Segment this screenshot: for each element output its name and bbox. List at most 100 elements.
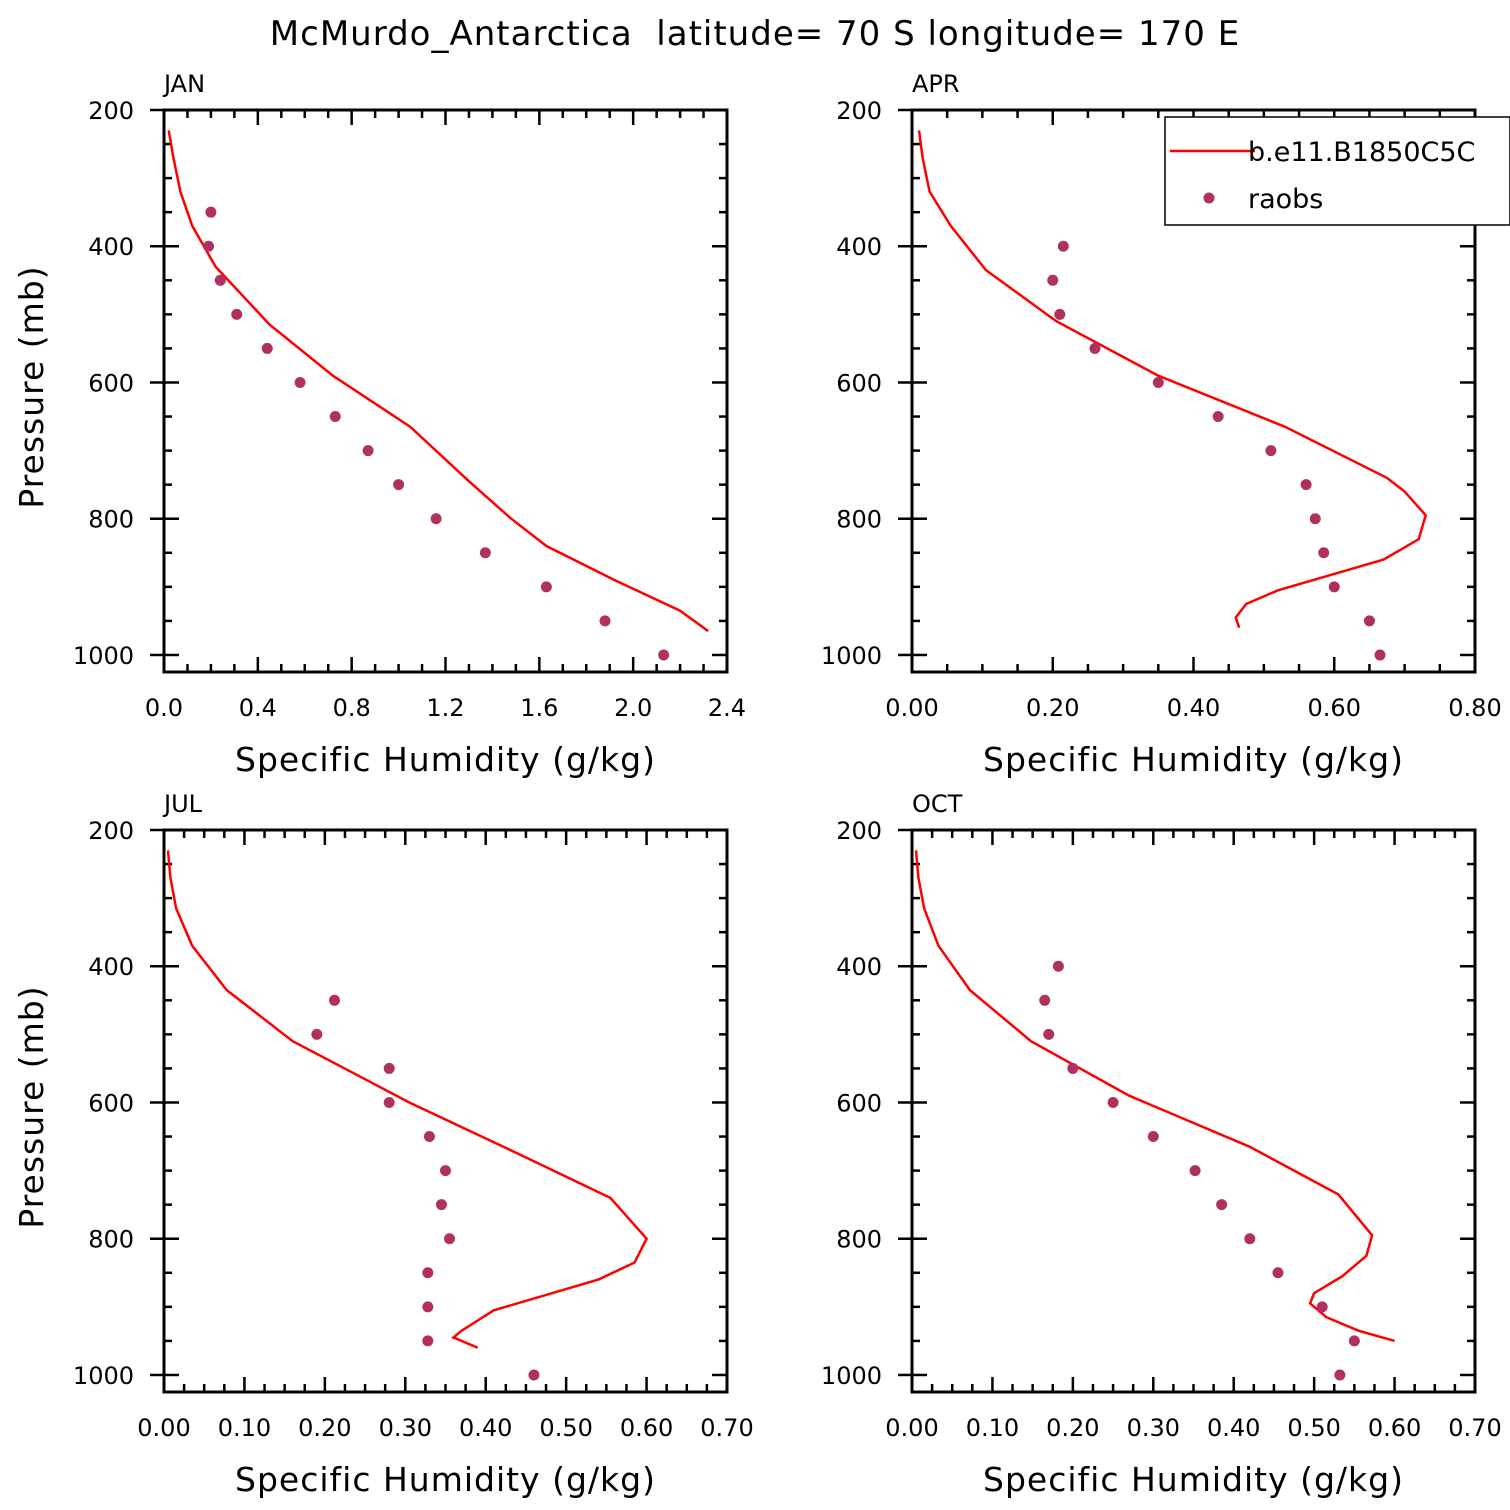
panel-jul: JUL 0.00 0.10 0.20 0.30 0.40 0.50 0.60 0.70 200 40…: [12, 790, 754, 1499]
raobs-point: [1328, 581, 1340, 593]
y-tick-label: 400: [88, 233, 134, 261]
x-tick-label: 0.40: [1167, 694, 1220, 722]
panel-oct: OCT 0.00 0.10 0.20 0.30 0.40 0.50 0.60 0.70 200 40…: [821, 790, 1502, 1499]
y-axis-label: Pressure (mb): [12, 985, 51, 1228]
plot-frame: [162, 108, 729, 674]
raobs-point: [1318, 547, 1330, 559]
raobs-point: [1054, 308, 1066, 320]
y-axis-label: Pressure (mb): [12, 265, 51, 508]
panel-label: OCT: [912, 790, 963, 818]
x-axis-label: Specific Humidity (g/kg): [983, 740, 1404, 779]
raobs-point: [1216, 1199, 1228, 1211]
x-tick-label: 2.0: [614, 694, 652, 722]
x-tick-label: 0.70: [1448, 1414, 1501, 1442]
raobs-point: [383, 1062, 395, 1074]
raobs-point: [205, 206, 217, 218]
y-tick-label: 600: [836, 369, 882, 397]
panel-label: JAN: [162, 70, 205, 98]
y-tick-label: 200: [836, 817, 882, 845]
x-tick-label: 0.20: [1046, 1414, 1099, 1442]
raobs-point: [231, 308, 243, 320]
raobs-point: [1374, 649, 1386, 661]
y-tick-label: 200: [88, 97, 134, 125]
y-tick-label: 800: [836, 506, 882, 534]
raobs-point: [1047, 274, 1059, 286]
raobs-point: [383, 1096, 395, 1108]
y-tick-label: 800: [88, 1226, 134, 1254]
legend-dot-swatch: [1203, 192, 1215, 204]
raobs-point: [435, 1199, 447, 1211]
x-tick-label: 2.4: [708, 694, 746, 722]
y-tick-label: 800: [836, 1226, 882, 1254]
raobs-point: [1348, 1335, 1360, 1347]
x-tick-label: 0.20: [1026, 694, 1079, 722]
raobs-point: [440, 1165, 451, 1177]
y-tick-label: 600: [88, 369, 134, 397]
raobs-point: [422, 1267, 434, 1279]
raobs-point: [1067, 1062, 1079, 1074]
x-axis-label: Specific Humidity (g/kg): [235, 740, 656, 779]
raobs-point: [294, 376, 306, 388]
x-tick-label: 0.00: [137, 1414, 190, 1442]
x-tick-label: 0.70: [700, 1414, 753, 1442]
raobs-point: [362, 445, 374, 457]
x-tick-label: 0.30: [379, 1414, 432, 1442]
raobs-point: [1043, 1028, 1055, 1040]
x-tick-label: 0.50: [1287, 1414, 1340, 1442]
x-tick-label: 0.60: [620, 1414, 673, 1442]
raobs-point: [1363, 615, 1375, 627]
y-tick-label: 400: [88, 953, 134, 981]
raobs-point: [329, 994, 341, 1006]
x-tick-label: 0.8: [333, 694, 371, 722]
plot-frame: [162, 828, 729, 1394]
raobs-point: [599, 615, 611, 627]
model-profile-line: [917, 130, 1428, 629]
raobs-point: [1152, 376, 1164, 388]
panel-label: APR: [912, 70, 960, 98]
raobs-point: [540, 581, 552, 593]
raobs-point: [1039, 994, 1051, 1006]
raobs-point: [528, 1369, 540, 1381]
raobs-point: [430, 513, 442, 525]
raobs-point: [1052, 960, 1064, 972]
y-tick-label: 600: [88, 1089, 134, 1117]
panel-apr: APR 0.00 0.20 0.40 0.60 0.80 200 400 600 800 1000 S…: [821, 70, 1510, 779]
raobs-point: [1316, 1301, 1328, 1313]
y-tick-label: 400: [836, 233, 882, 261]
raobs-point: [261, 342, 273, 354]
raobs-point: [203, 240, 215, 252]
x-axis-label: Specific Humidity (g/kg): [983, 1460, 1404, 1499]
y-tick-label: 800: [88, 506, 134, 534]
raobs-point: [311, 1028, 323, 1040]
panel-jan: JAN 0.0 0.4 0.8 1.2 1.6 2.0 2.4 200 400 600 800 1000…: [12, 70, 746, 779]
x-tick-label: 0.60: [1368, 1414, 1421, 1442]
x-tick-label: 0.00: [885, 694, 938, 722]
y-tick-label: 200: [88, 817, 134, 845]
legend-label: raobs: [1248, 184, 1323, 215]
raobs-point: [214, 274, 226, 286]
raobs-point: [1057, 240, 1069, 252]
x-tick-label: 0.40: [459, 1414, 512, 1442]
x-tick-label: 0.30: [1127, 1414, 1180, 1442]
y-tick-label: 200: [836, 97, 882, 125]
x-tick-label: 0.00: [885, 1414, 938, 1442]
raobs-point: [423, 1131, 435, 1143]
raobs-point: [1272, 1267, 1284, 1279]
raobs-point: [1334, 1369, 1346, 1381]
x-tick-label: 0.10: [218, 1414, 271, 1442]
model-profile-line: [166, 850, 649, 1349]
model-profile-line: [914, 850, 1395, 1343]
raobs-point: [1147, 1131, 1159, 1143]
x-tick-label: 0.20: [298, 1414, 351, 1442]
y-tick-label: 400: [836, 953, 882, 981]
raobs-point: [1244, 1233, 1256, 1245]
plot-frame: [910, 828, 1477, 1394]
raobs-point: [1300, 479, 1312, 491]
x-tick-label: 0.0: [145, 694, 183, 722]
legend-label: b.e11.B1850C5C: [1248, 137, 1475, 168]
x-tick-label: 1.6: [520, 694, 558, 722]
model-profile-line: [167, 130, 709, 633]
x-tick-label: 0.40: [1207, 1414, 1260, 1442]
raobs-point: [329, 411, 341, 423]
